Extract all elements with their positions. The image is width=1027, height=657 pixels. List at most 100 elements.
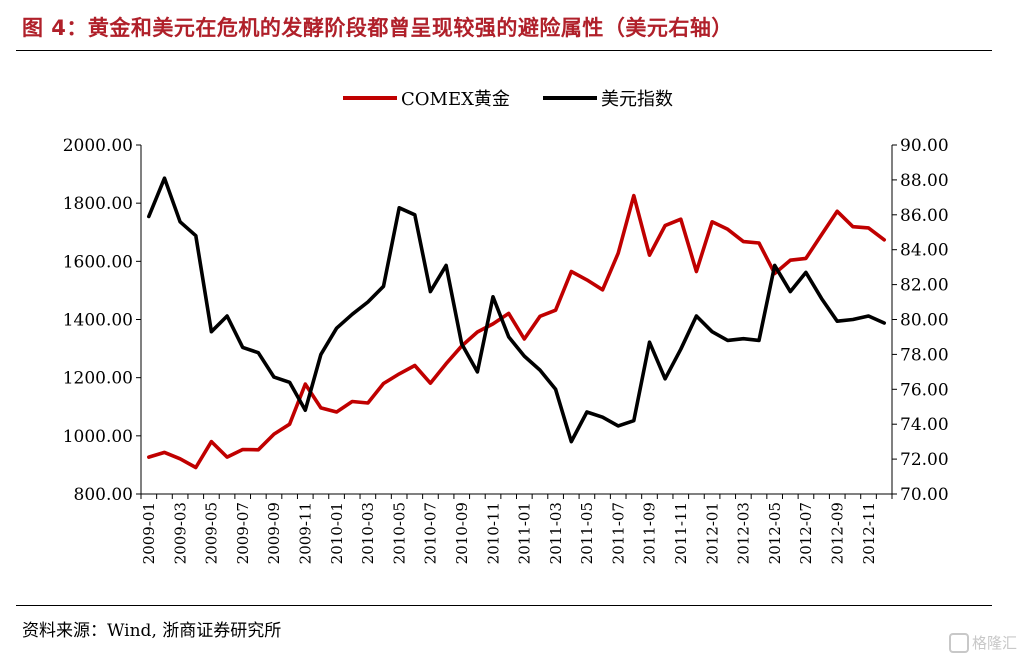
usd-index-point	[460, 342, 463, 346]
usd-index-point	[210, 330, 213, 333]
usd-index-series-line	[147, 176, 887, 444]
gold-point	[679, 217, 682, 221]
gold-point	[147, 455, 151, 459]
x-axis-tick-label: 2009-09	[265, 502, 283, 564]
x-axis-tick-label: 2012-01	[703, 502, 721, 564]
usd-index-point	[397, 206, 401, 210]
usd-index-point	[491, 295, 495, 299]
gold-point	[616, 251, 620, 255]
usd-index-point	[695, 314, 698, 318]
chart-axes: 800.00 1000.00 1200.00 1400.00 1600.00 1800.0…	[63, 136, 949, 564]
gold-point	[491, 322, 495, 326]
gold-point	[851, 225, 855, 228]
usd-index-point	[836, 320, 839, 323]
dual-axis-line-chart: COMEX黄金 美元指数 800.00 1000.00 1200.00 1400.00 1…	[63, 89, 949, 564]
usd-index-point	[178, 220, 182, 223]
gold-point	[757, 241, 761, 245]
left-axis-tick-label: 800.00	[74, 485, 133, 505]
x-axis-tick-label: 2011-01	[516, 502, 534, 564]
gold-point	[288, 423, 291, 426]
usd-index-point	[601, 416, 604, 419]
usd-index-point	[257, 351, 260, 354]
gold-point	[585, 278, 589, 282]
x-axis-tick-label: 2010-03	[359, 502, 377, 564]
right-axis-tick-label: 86.00	[900, 206, 949, 226]
usd-index-point	[726, 339, 729, 342]
gold-point	[429, 381, 432, 385]
usd-index-point	[523, 354, 526, 358]
x-axis-tick-label: 2012-03	[735, 502, 753, 564]
left-axis-tick-label: 1600.00	[63, 252, 133, 272]
gold-point	[304, 382, 307, 386]
legend-label-gold: COMEX黄金	[401, 89, 510, 110]
gold-point	[804, 257, 808, 260]
figure-title: 图 4：黄金和美元在危机的发酵阶段都曾呈现较强的避险属性（美元右轴）	[22, 16, 733, 40]
usd-index-point	[476, 370, 479, 374]
right-axis-tick-label: 72.00	[900, 450, 949, 470]
x-axis-tick-label: 2011-03	[547, 502, 565, 564]
usd-index-point	[554, 388, 557, 391]
usd-index-point	[382, 285, 385, 288]
gold-point	[351, 400, 354, 403]
gold-point	[726, 228, 729, 231]
x-axis-tick-label: 2011-05	[578, 502, 596, 564]
usd-index-point	[288, 381, 291, 384]
usd-index-point	[241, 346, 244, 349]
gold-point	[413, 364, 417, 367]
x-axis-tick-label: 2009-03	[171, 502, 189, 564]
right-axis-tick-label: 76.00	[900, 380, 949, 400]
gold-point	[570, 270, 573, 273]
gold-point	[225, 455, 229, 459]
bottom-rule	[16, 605, 992, 606]
usd-index-point	[272, 375, 276, 379]
x-axis-tick-label: 2009-01	[140, 502, 158, 564]
x-axis-tick-label: 2012-09	[828, 502, 846, 564]
usd-index-point	[867, 314, 870, 318]
right-axis-tick-label: 88.00	[900, 171, 949, 191]
x-axis-tick-label: 2010-11	[484, 502, 502, 564]
gold-point	[507, 312, 510, 315]
usd-index-point	[773, 264, 776, 267]
left-axis-tick-label: 1200.00	[63, 369, 133, 389]
usd-index-point	[663, 377, 667, 381]
x-axis-tick-label: 2010-01	[328, 502, 346, 564]
left-axis-tick-label: 1400.00	[63, 311, 133, 331]
gold-point	[554, 308, 557, 312]
usd-index-point	[194, 234, 197, 237]
gold-point	[538, 315, 542, 318]
x-axis-tick-label: 2009-11	[297, 502, 315, 564]
left-axis-tick-label: 1000.00	[63, 427, 133, 447]
gold-point	[710, 220, 714, 223]
watermark: 格隆汇	[948, 632, 1017, 653]
usd-index-point	[429, 290, 432, 293]
gold-point	[601, 288, 604, 292]
gold-point	[695, 270, 698, 273]
x-axis-tick-label: 2009-05	[203, 502, 221, 564]
x-axis-tick-label: 2010-07	[422, 502, 440, 564]
gold-point	[836, 210, 839, 213]
usd-index-point	[366, 300, 370, 304]
gold-point	[319, 406, 323, 410]
right-axis-tick-label: 82.00	[900, 276, 949, 296]
gold-point	[867, 226, 870, 230]
usd-index-point	[804, 271, 808, 274]
gold-point	[272, 432, 276, 436]
right-axis-tick-label: 74.00	[900, 415, 949, 435]
watermark-logo-icon	[948, 633, 969, 653]
usd-index-point	[304, 409, 307, 412]
gold-point	[241, 448, 244, 451]
usd-index-point	[648, 340, 651, 344]
right-axis-tick-label: 70.00	[900, 485, 949, 505]
usd-index-point	[851, 318, 855, 321]
chart-series	[147, 176, 887, 470]
x-axis-tick-label: 2012-11	[860, 502, 878, 564]
x-axis-tick-label: 2012-07	[797, 502, 815, 564]
left-axis-tick-label: 2000.00	[63, 136, 133, 156]
usd-index-point	[147, 215, 151, 218]
right-axis-tick-label: 80.00	[900, 311, 949, 331]
gold-point	[476, 330, 479, 334]
usd-index-point	[789, 290, 792, 293]
x-axis-tick-label: 2009-07	[234, 502, 252, 564]
usd-index-point	[444, 264, 448, 267]
gold-point	[210, 440, 213, 443]
